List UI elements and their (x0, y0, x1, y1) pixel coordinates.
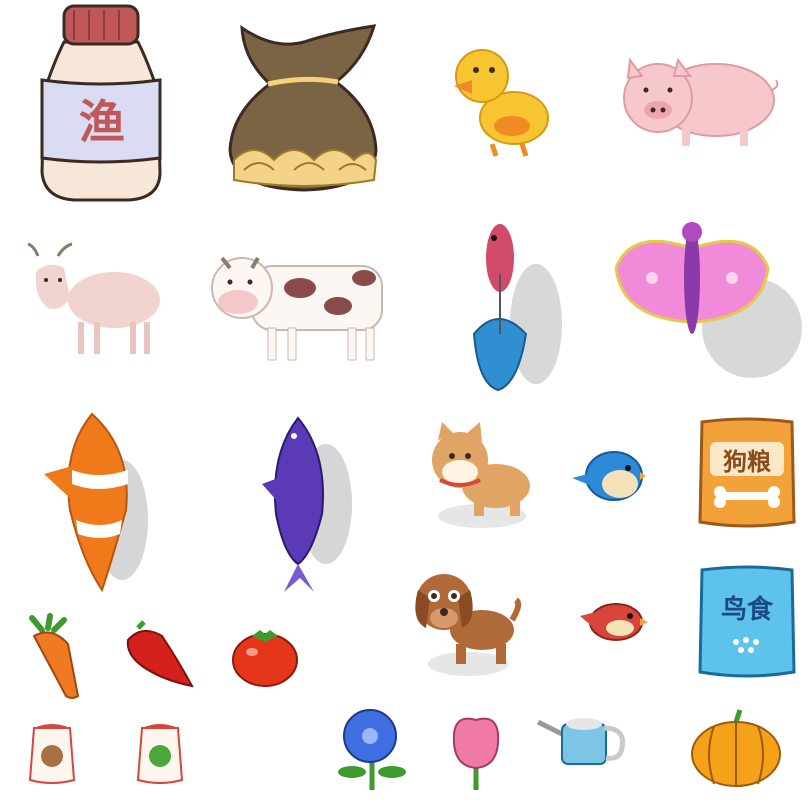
dog-food-label: 狗粮 (723, 448, 771, 476)
red-bird[interactable] (578, 596, 648, 646)
watering-can[interactable] (534, 704, 626, 766)
fish-bait-bottle[interactable]: 渔 (34, 2, 166, 202)
yellow-duck[interactable] (452, 40, 552, 158)
red-pepper[interactable] (122, 620, 194, 692)
bird-food-bag[interactable]: 鸟食 (696, 562, 798, 680)
spotted-cow[interactable] (208, 240, 398, 362)
dog-food-bag[interactable]: 狗粮 (696, 414, 798, 530)
carrot[interactable] (24, 613, 84, 700)
bottle-label: 渔 (79, 95, 125, 149)
seed-bag-green[interactable] (132, 718, 188, 786)
seed-bag-brown[interactable] (24, 718, 80, 786)
bird-food-label: 鸟食 (721, 594, 774, 625)
pink-pig[interactable] (620, 50, 780, 148)
blue-flower[interactable] (330, 706, 412, 790)
pink-tulip[interactable] (446, 714, 506, 790)
purple-fish[interactable] (258, 414, 358, 594)
butterfly-kite[interactable] (612, 218, 804, 388)
blue-bird[interactable] (570, 442, 646, 504)
tomato[interactable] (230, 626, 300, 688)
grain-sack[interactable] (224, 20, 384, 192)
brown-puppy[interactable] (408, 560, 522, 678)
blue-koi-kite[interactable] (468, 214, 568, 392)
pumpkin[interactable] (690, 708, 782, 788)
clownfish[interactable] (42, 410, 152, 594)
white-goat[interactable] (24, 242, 166, 358)
shiba-dog[interactable] (426, 420, 536, 532)
